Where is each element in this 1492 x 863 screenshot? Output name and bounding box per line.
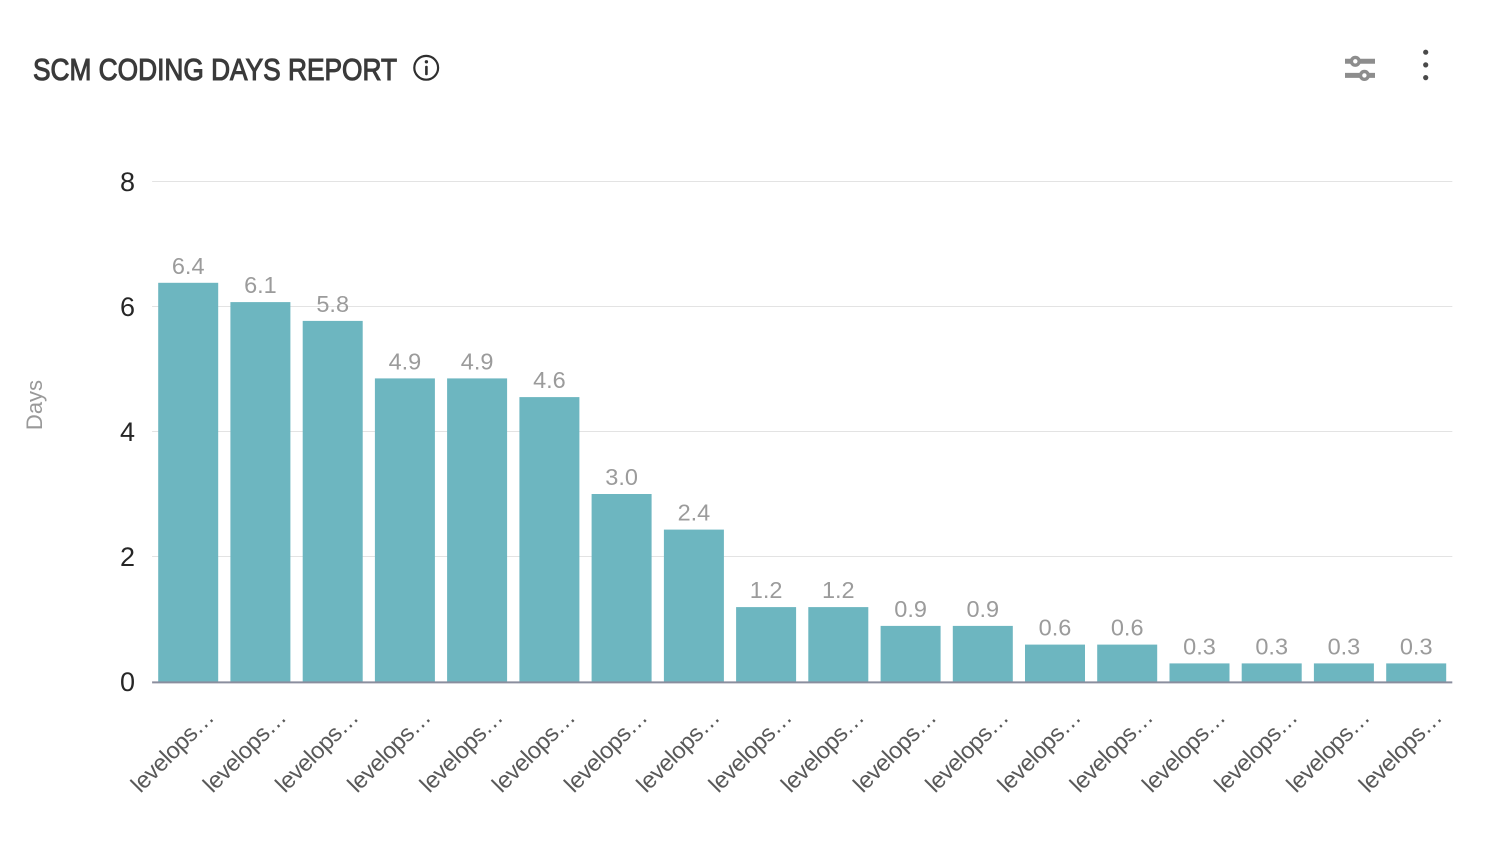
svg-text:0.3: 0.3	[1400, 633, 1433, 659]
svg-text:6: 6	[120, 292, 135, 322]
svg-text:0.9: 0.9	[894, 596, 927, 622]
svg-text:0.6: 0.6	[1111, 615, 1144, 641]
svg-text:0.3: 0.3	[1328, 633, 1361, 659]
svg-text:3.0: 3.0	[605, 464, 638, 490]
svg-text:5.8: 5.8	[316, 291, 349, 317]
svg-text:0.3: 0.3	[1183, 633, 1216, 659]
svg-text:6.4: 6.4	[172, 253, 205, 279]
svg-text:2.4: 2.4	[678, 500, 711, 526]
svg-text:1.2: 1.2	[750, 577, 783, 603]
svg-text:4.9: 4.9	[389, 348, 422, 374]
svg-text:SCM CODING DAYS REPORT: SCM CODING DAYS REPORT	[33, 52, 397, 87]
svg-text:8: 8	[120, 167, 135, 197]
svg-text:4.9: 4.9	[461, 348, 494, 374]
svg-text:4: 4	[120, 417, 135, 447]
svg-text:0.6: 0.6	[1039, 615, 1072, 641]
svg-text:0: 0	[120, 667, 135, 697]
svg-text:0.3: 0.3	[1255, 633, 1288, 659]
svg-text:6.1: 6.1	[244, 272, 277, 298]
svg-text:2: 2	[120, 542, 135, 572]
svg-text:Days: Days	[22, 380, 47, 430]
svg-text:1.2: 1.2	[822, 577, 855, 603]
svg-text:4.6: 4.6	[533, 367, 566, 393]
svg-text:0.9: 0.9	[966, 596, 999, 622]
